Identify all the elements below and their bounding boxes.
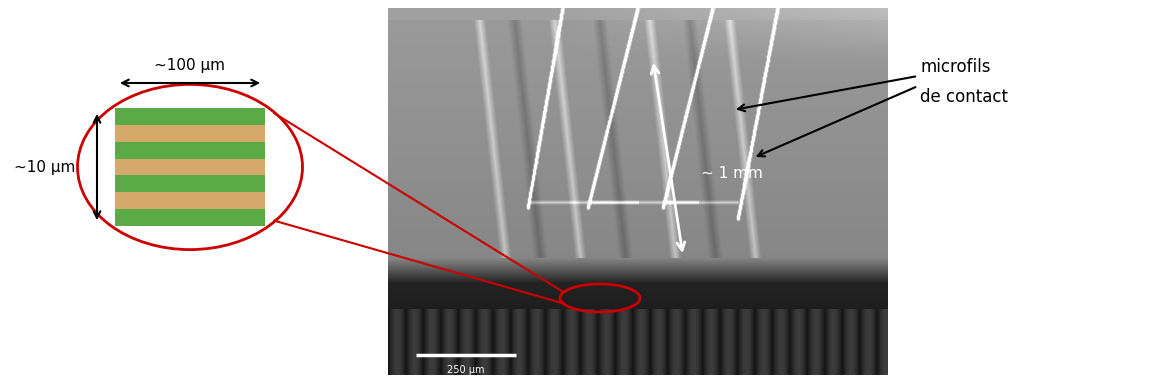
Text: ~ 1 mm: ~ 1 mm — [701, 165, 762, 180]
Bar — [115, 125, 265, 142]
Text: microfils: microfils — [920, 58, 990, 76]
Bar — [115, 209, 265, 226]
Text: ~10 μm: ~10 μm — [14, 159, 76, 175]
Bar — [115, 192, 265, 209]
Bar — [115, 142, 265, 159]
Bar — [115, 159, 265, 175]
Text: de contact: de contact — [920, 88, 1008, 106]
Text: ~100 μm: ~100 μm — [155, 58, 225, 73]
Text: 250 μm: 250 μm — [447, 365, 484, 375]
Bar — [115, 108, 265, 125]
Bar — [115, 175, 265, 192]
